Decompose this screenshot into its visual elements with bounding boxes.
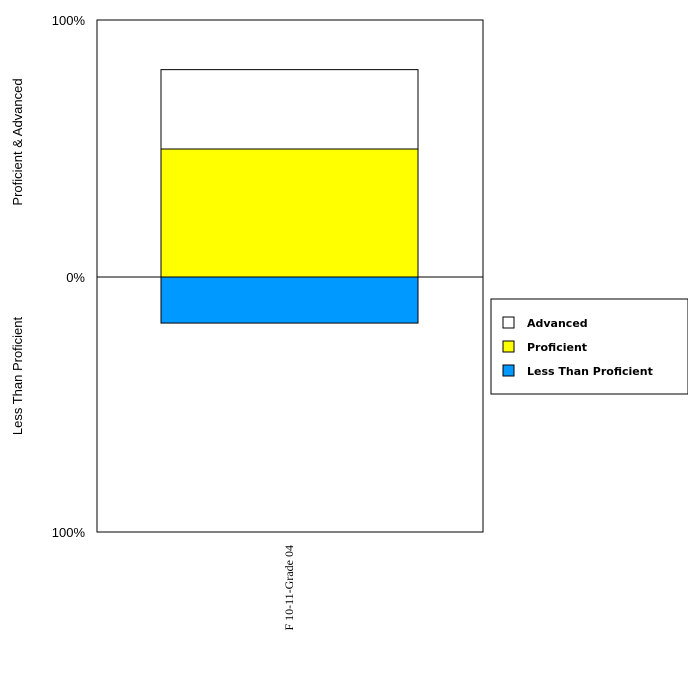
y-axis-label-upper: Proficient & Advanced (10, 78, 25, 205)
y-axis-label-lower: Less Than Proficient (10, 316, 25, 435)
legend-label-advanced: Advanced (527, 317, 588, 330)
legend-label-proficient: Proficient (527, 341, 587, 354)
x-category-label: F 10-11-Grade 04 (282, 545, 296, 631)
legend: Advanced Proficient Less Than Proficient (490, 298, 688, 395)
bar-less-than-proficient (160, 276, 419, 324)
y-tick-top: 100% (52, 13, 86, 28)
bar-group (160, 69, 419, 324)
bar-proficient (160, 148, 419, 278)
legend-swatch-proficient (502, 340, 515, 353)
bar-advanced (160, 69, 419, 150)
legend-label-less-than-proficient: Less Than Proficient (527, 365, 653, 378)
y-tick-bottom: 100% (52, 525, 86, 540)
legend-swatch-less-than-proficient (502, 364, 515, 377)
y-tick-center: 0% (66, 270, 85, 285)
legend-swatch-advanced (502, 316, 515, 329)
legend-box (490, 298, 688, 395)
